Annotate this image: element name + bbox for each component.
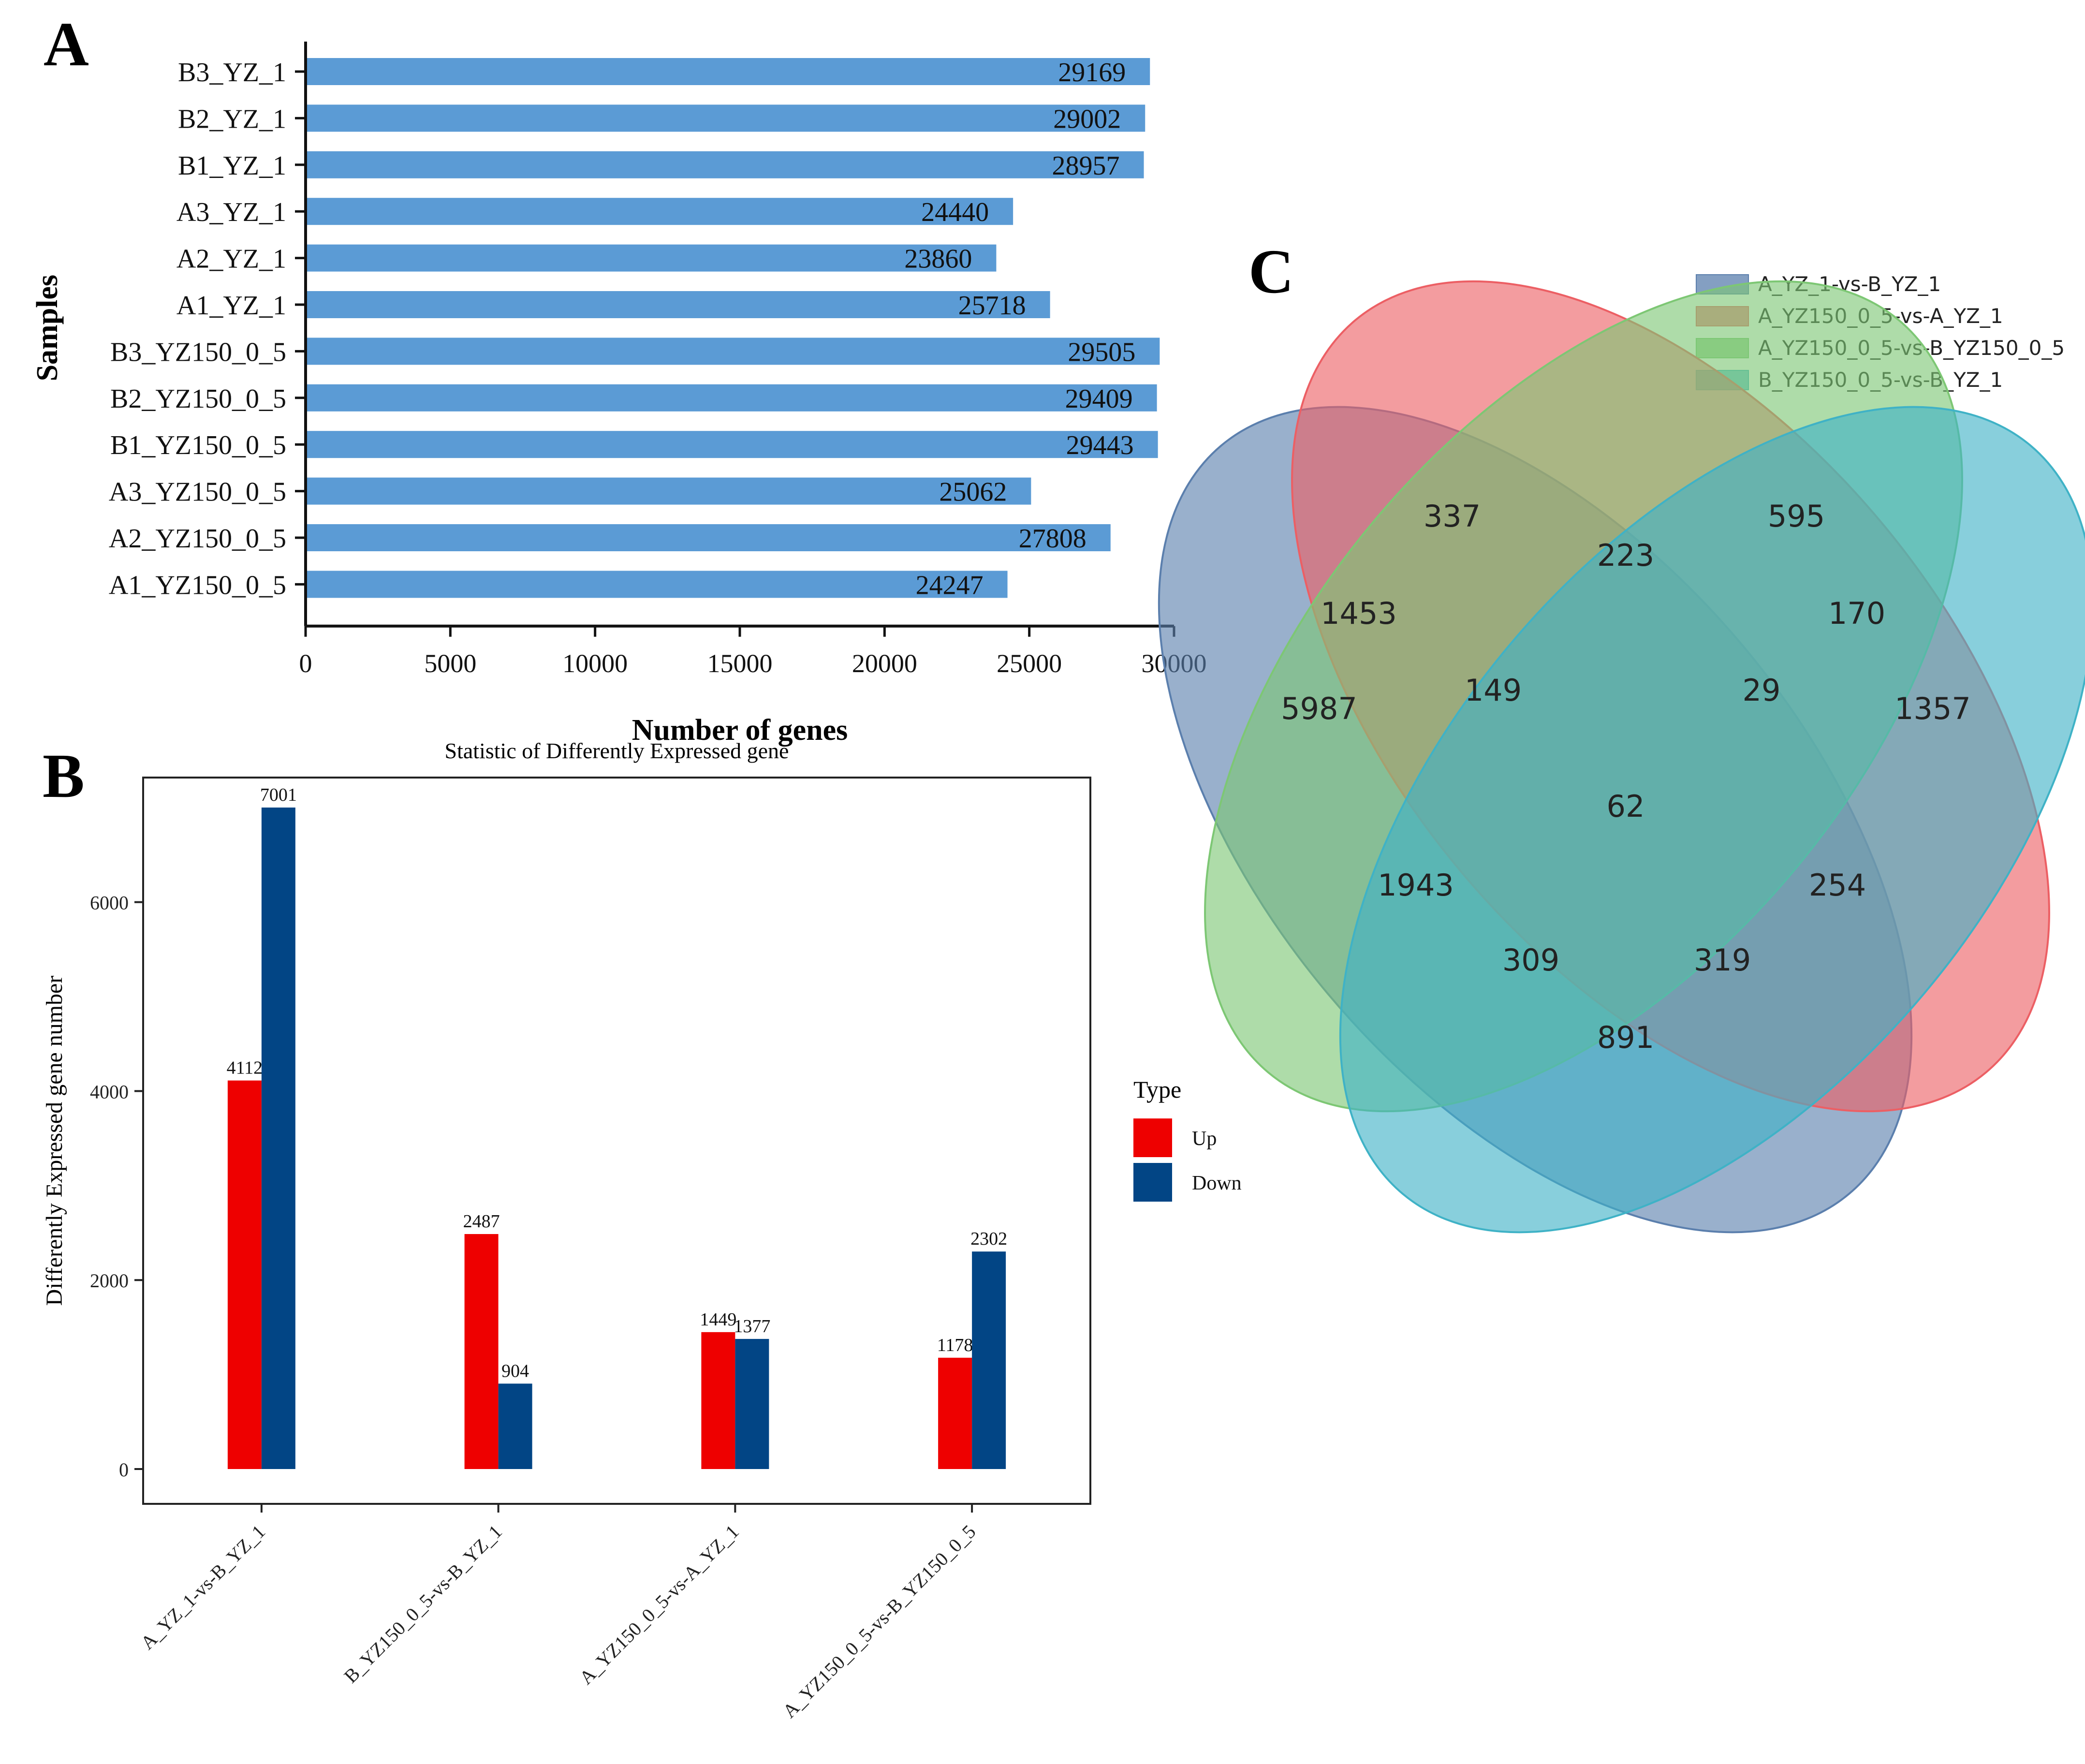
panel-a-bar xyxy=(306,151,1144,178)
panel-b-bar-down xyxy=(261,808,295,1469)
panel-b-bar-value-label: 1178 xyxy=(937,1335,973,1355)
panel-a-bar-value-label: 29169 xyxy=(1058,58,1126,88)
panel-b-letter: B xyxy=(43,741,85,811)
panel-a: A 29169 29002 28957 24440 23860 25718 29505 294… xyxy=(31,10,1207,747)
panel-c-region-value: 29 xyxy=(1743,673,1781,708)
panel-a-bar-value-label: 29505 xyxy=(1068,337,1135,367)
panel-b-bar-value-label: 2302 xyxy=(970,1229,1007,1249)
panel-a-bar-value-label: 25718 xyxy=(958,291,1026,321)
panel-c-region-value: 62 xyxy=(1607,789,1645,824)
panel-a-y-tick-label: B2_YZ_1 xyxy=(178,104,286,134)
panel-b-bar-up xyxy=(464,1234,499,1469)
panel-a-y-tick-label: B1_YZ_1 xyxy=(178,151,286,181)
panel-b-legend-swatch-down xyxy=(1133,1163,1172,1202)
panel-a-bar-value-label: 27808 xyxy=(1019,524,1087,554)
panel-c: C A_YZ_1-vs-B_YZ_1A_YZ150_0_5-vs-A_YZ_1A… xyxy=(1158,237,2085,1234)
panel-a-y-tick-label: A1_YZ_1 xyxy=(176,291,286,321)
panel-a-bar xyxy=(306,338,1160,365)
panel-c-region-value: 891 xyxy=(1597,1020,1654,1055)
panel-a-bar-value-label: 25062 xyxy=(939,477,1007,507)
panel-b-bar-down xyxy=(498,1383,532,1469)
panel-a-y-tick-label: B2_YZ150_0_5 xyxy=(110,384,286,414)
panel-a-bar xyxy=(306,431,1158,458)
panel-a-y-tick-label: A3_YZ150_0_5 xyxy=(109,477,286,507)
panel-c-venn xyxy=(1158,280,2085,1234)
panel-a-y-tick-label: A2_YZ150_0_5 xyxy=(109,524,286,554)
panel-a-y-tick-label: A1_YZ150_0_5 xyxy=(109,570,286,600)
panel-a-y-axis-title: Samples xyxy=(31,275,64,381)
panel-b-bar-down xyxy=(972,1251,1006,1469)
panel-b-y-axis-title: Differently Expressed gene number xyxy=(42,976,67,1306)
panel-c-region-value: 1943 xyxy=(1378,867,1454,903)
panel-a-letter: A xyxy=(44,10,89,79)
panel-b-legend-swatch-up xyxy=(1133,1118,1172,1157)
panel-c-region-value: 309 xyxy=(1502,942,1559,978)
panel-a-x-tick-label: 5000 xyxy=(424,649,476,678)
panel-a-bar-value-label: 29409 xyxy=(1065,384,1133,414)
panel-b-legend: Type Up Down xyxy=(1133,1076,1242,1202)
panel-a-y-tick-label: B3_YZ_1 xyxy=(178,58,286,88)
panel-b-y-tick-label: 6000 xyxy=(90,892,129,914)
panel-a-x-tick-label: 10000 xyxy=(562,649,628,678)
panel-b-bar-value-label: 904 xyxy=(501,1361,529,1381)
panel-c-region-value: 595 xyxy=(1768,499,1825,534)
panel-a-bar-value-label: 29443 xyxy=(1066,430,1134,460)
panel-a-y-tick-label: B3_YZ150_0_5 xyxy=(110,337,286,367)
panel-a-bar xyxy=(306,244,997,272)
panel-a-bar-value-label: 28957 xyxy=(1052,151,1120,181)
panel-a-y-tick-label: A2_YZ_1 xyxy=(176,244,286,274)
panel-a-bar xyxy=(306,477,1031,505)
panel-a-bar xyxy=(306,291,1050,318)
panel-c-region-labels: 5987 337 595 1357 223 1453 170 149 29 62 1943 254 30… xyxy=(1281,499,1971,1055)
panel-b-plot-border xyxy=(142,777,1091,1505)
panel-a-bar-value-label: 29002 xyxy=(1053,104,1121,134)
panel-a-bar xyxy=(306,58,1150,85)
panel-b-legend-label-down: Down xyxy=(1192,1172,1242,1194)
panel-c-region-value: 337 xyxy=(1424,499,1481,534)
panel-b-y-tick-label: 4000 xyxy=(90,1081,129,1102)
panel-a-x-tick-label: 15000 xyxy=(707,649,773,678)
panel-b-bar-up xyxy=(227,1080,262,1469)
panel-c-region-value: 170 xyxy=(1828,596,1885,631)
panel-a-bar-value-label: 24440 xyxy=(921,197,989,227)
panel-a-y-tick-label: B1_YZ150_0_5 xyxy=(110,430,286,460)
panel-a-x-tick-label: 20000 xyxy=(852,649,917,678)
panel-c-region-value: 254 xyxy=(1809,867,1866,903)
panel-c-region-value: 149 xyxy=(1465,673,1522,708)
panel-b-legend-title: Type xyxy=(1133,1076,1181,1103)
panel-b-bar-value-label: 4112 xyxy=(227,1058,263,1078)
panel-c-region-value: 1357 xyxy=(1894,691,1971,726)
panel-b-bar-up xyxy=(701,1332,735,1469)
panel-a-y-tick-label: A3_YZ_1 xyxy=(176,197,286,227)
panel-a-bar xyxy=(306,524,1111,551)
panel-a-x-tick-label: 25000 xyxy=(997,649,1062,678)
panel-c-letter: C xyxy=(1248,237,1294,307)
panel-c-region-value: 319 xyxy=(1694,942,1751,978)
panel-c-venn-ellipse xyxy=(1339,406,2085,1234)
panel-b-bar-value-label: 1377 xyxy=(734,1316,770,1337)
panel-c-region-value: 1453 xyxy=(1321,596,1397,631)
panel-c-region-value: 223 xyxy=(1597,538,1654,573)
panel-b-bar-value-label: 7001 xyxy=(260,785,297,805)
panel-b-y-tick-label: 0 xyxy=(119,1459,129,1481)
panel-b-title: Statistic of Differently Expressed gene xyxy=(445,738,789,763)
panel-b-legend-label-up: Up xyxy=(1192,1128,1217,1150)
panel-a-x-axis-title: Number of genes xyxy=(632,714,848,747)
panel-b-bar-value-label: 1449 xyxy=(700,1309,736,1330)
panel-b-bar-up xyxy=(938,1357,972,1469)
panel-a-axes: B3_YZ_1 B2_YZ_1 B1_YZ_1 A3_YZ_1 A2_YZ_1 A1_YZ… xyxy=(109,42,1207,678)
panel-a-bar xyxy=(306,198,1013,225)
panel-a-bar xyxy=(306,384,1157,412)
panel-b-bar-value-label: 2487 xyxy=(463,1211,500,1232)
panel-a-bar-value-label: 23860 xyxy=(904,244,972,274)
panel-a-bar xyxy=(306,104,1145,132)
panel-b-bar-down xyxy=(735,1338,769,1469)
panel-c-region-value: 5987 xyxy=(1281,691,1357,726)
panel-a-bars: 29169 29002 28957 24440 23860 25718 29505 29409… xyxy=(306,58,1160,600)
panel-b-y-tick-label: 2000 xyxy=(90,1270,129,1292)
panel-a-bar-value-label: 24247 xyxy=(916,570,984,600)
panel-a-x-tick-label: 0 xyxy=(299,649,312,678)
panel-a-bar xyxy=(306,571,1008,598)
